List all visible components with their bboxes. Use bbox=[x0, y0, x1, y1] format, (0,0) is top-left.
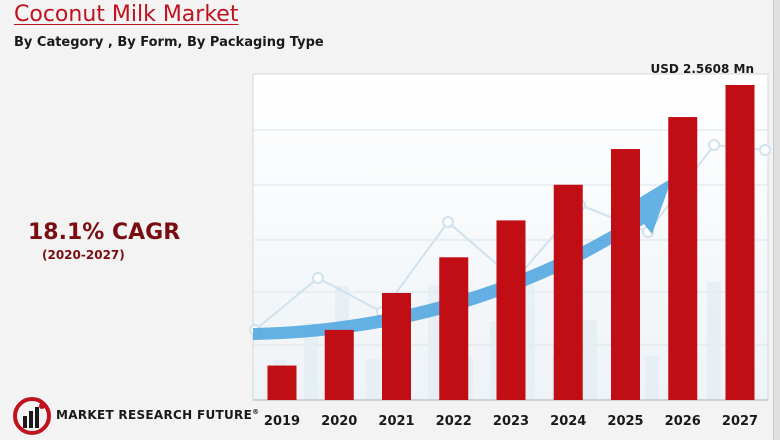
x-tick-label: 2020 bbox=[321, 414, 357, 429]
x-tick-label: 2025 bbox=[607, 414, 643, 429]
cagr-period: (2020-2027) bbox=[42, 248, 125, 262]
x-tick-label: 2024 bbox=[550, 414, 586, 429]
background-point bbox=[759, 144, 771, 156]
x-tick-label: 2019 bbox=[264, 414, 300, 429]
bar-2024 bbox=[553, 184, 583, 400]
x-tick-label: 2021 bbox=[378, 414, 414, 429]
background-column bbox=[366, 359, 380, 400]
background-point bbox=[708, 139, 720, 151]
brand-icon bbox=[13, 397, 51, 435]
x-tick-label: 2027 bbox=[722, 414, 758, 429]
cagr-value: 18.1% CAGR bbox=[28, 220, 181, 245]
brand-logo: MARKET RESEARCH FUTURE® bbox=[12, 396, 262, 436]
background-point bbox=[312, 272, 324, 284]
bar-2023 bbox=[496, 220, 526, 400]
background-column bbox=[304, 323, 318, 400]
x-tick-label: 2023 bbox=[493, 414, 529, 429]
bar-2021 bbox=[382, 292, 411, 400]
x-tick-label: 2026 bbox=[665, 414, 701, 429]
background-point bbox=[442, 216, 454, 228]
bar-2027 bbox=[725, 84, 755, 401]
background-column bbox=[645, 356, 659, 400]
bar-2026 bbox=[668, 117, 698, 400]
bar-2019 bbox=[267, 365, 297, 400]
background-column bbox=[707, 282, 721, 400]
background-column bbox=[583, 320, 597, 400]
bar-2022 bbox=[439, 257, 469, 400]
bar-2025 bbox=[611, 149, 640, 400]
chart-subtitle: By Category , By Form, By Packaging Type bbox=[14, 35, 324, 50]
bar-2020 bbox=[324, 329, 354, 400]
value-annotation: USD 2.5608 Mn bbox=[651, 62, 755, 76]
right-edge bbox=[773, 0, 780, 440]
x-tick-label: 2022 bbox=[436, 414, 472, 429]
chart-title: Coconut Milk Market bbox=[14, 2, 239, 27]
brand-name: MARKET RESEARCH FUTURE® bbox=[56, 408, 260, 422]
